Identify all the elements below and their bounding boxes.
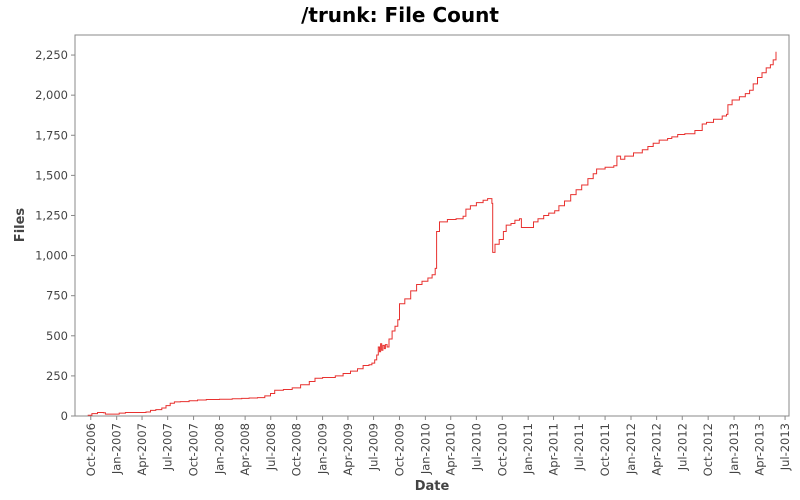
y-axis-label: Files	[13, 208, 28, 243]
x-tick-label: Jan-2012	[624, 423, 638, 475]
x-tick-label: Jan-2008	[212, 423, 226, 475]
x-tick-label: Apr-2011	[547, 423, 561, 476]
y-axis: 0 250 500 750 1,000 1,250 1,500 1,750 2,000 2,250	[35, 48, 75, 423]
x-tick-label: Jan-2013	[727, 423, 741, 475]
x-tick-label: Jul-2008	[264, 423, 278, 471]
x-tick-label: Apr-2007	[135, 423, 149, 476]
x-tick-label: Apr-2012	[650, 423, 664, 476]
x-tick-label: Apr-2009	[341, 423, 355, 476]
x-tick-label: Apr-2010	[444, 423, 458, 476]
x-tick-label: Jul-2007	[161, 423, 175, 471]
y-tick-label: 1,750	[35, 128, 68, 142]
x-tick-label: Jan-2011	[521, 423, 535, 475]
y-tick-label: 750	[46, 289, 68, 303]
x-axis: Oct-2006 Jan-2007 Apr-2007 Jul-2007 Oct-2007…	[84, 416, 792, 476]
y-tick-label: 0	[61, 409, 68, 423]
x-tick-label: Oct-2012	[701, 423, 715, 476]
x-tick-label: Apr-2008	[238, 423, 252, 476]
y-tick-label: 2,000	[35, 88, 68, 102]
x-tick-label: Oct-2007	[187, 423, 201, 476]
series-layer	[87, 51, 777, 416]
x-tick-label: Jul-2010	[469, 423, 483, 471]
x-tick-label: Apr-2013	[752, 423, 766, 476]
x-tick-label: Oct-2011	[598, 423, 612, 476]
y-tick-label: 1,000	[35, 249, 68, 263]
x-axis-label: Date	[415, 479, 450, 494]
x-tick-label: Jan-2010	[418, 423, 432, 475]
y-tick-label: 500	[46, 329, 68, 343]
y-tick-label: 2,250	[35, 48, 68, 62]
x-tick-label: Jul-2011	[572, 423, 586, 471]
x-tick-label: Oct-2006	[84, 423, 98, 476]
x-tick-label: Oct-2009	[392, 423, 406, 476]
x-tick-label: Jan-2009	[316, 423, 330, 475]
chart-title: /trunk: File Count	[301, 3, 499, 27]
y-tick-label: 250	[46, 369, 68, 383]
x-tick-label: Oct-2010	[495, 423, 509, 476]
file-count-line	[87, 51, 777, 416]
plot-area	[74, 34, 790, 417]
x-tick-label: Jul-2013	[778, 423, 792, 471]
x-tick-label: Jan-2007	[110, 423, 124, 475]
y-tick-label: 1,500	[35, 168, 68, 182]
x-tick-label: Jul-2012	[675, 423, 689, 471]
y-tick-label: 1,250	[35, 208, 68, 222]
x-tick-label: Jul-2009	[367, 423, 381, 471]
x-tick-label: Oct-2008	[290, 423, 304, 476]
